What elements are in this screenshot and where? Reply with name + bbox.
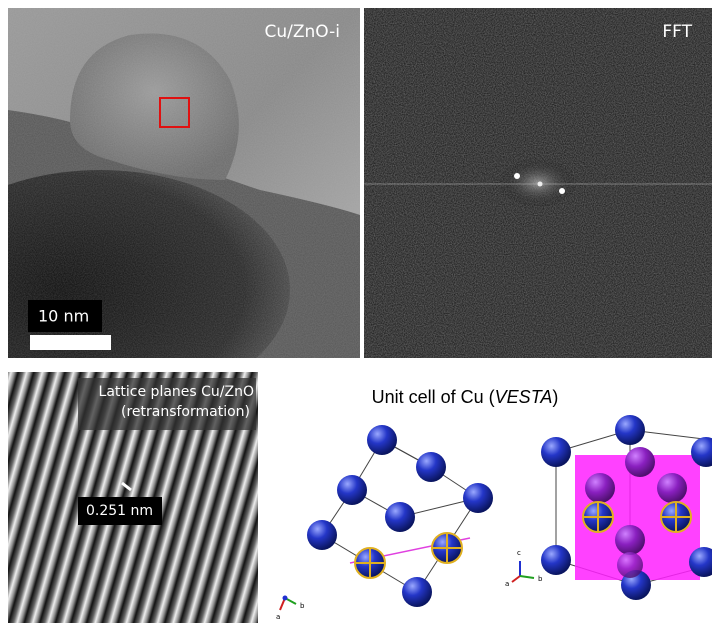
axis-label: a bbox=[276, 613, 280, 621]
spacing-label-bg bbox=[78, 497, 162, 525]
axis-label: b bbox=[538, 575, 543, 583]
title-italic: VESTA bbox=[495, 387, 553, 407]
fft-image bbox=[364, 8, 712, 358]
axis-label: a bbox=[505, 580, 509, 588]
selection-box bbox=[159, 97, 190, 128]
unit-cell-title: Unit cell of Cu (VESTA) bbox=[372, 387, 559, 407]
unit-cell-right bbox=[541, 415, 712, 600]
axes-right bbox=[511, 561, 535, 583]
scale-bar bbox=[30, 335, 111, 350]
axis-label: b bbox=[300, 602, 305, 610]
axis-label: c bbox=[517, 549, 521, 557]
fft-label: FFT bbox=[662, 22, 692, 42]
scale-label: 10 nm bbox=[38, 307, 89, 326]
title-part: Unit cell of Cu ( bbox=[372, 387, 495, 407]
spacing-label: 0.251 nm bbox=[86, 503, 153, 519]
title-part: ) bbox=[552, 387, 558, 407]
tem-label: Cu/ZnO-i bbox=[264, 22, 340, 42]
lattice-label: (retransformation) bbox=[121, 404, 250, 420]
axes-left bbox=[279, 595, 297, 611]
lattice-label: Lattice planes Cu/ZnO bbox=[99, 384, 254, 400]
scale-label-bg bbox=[28, 300, 102, 332]
atoms-left bbox=[307, 425, 493, 607]
